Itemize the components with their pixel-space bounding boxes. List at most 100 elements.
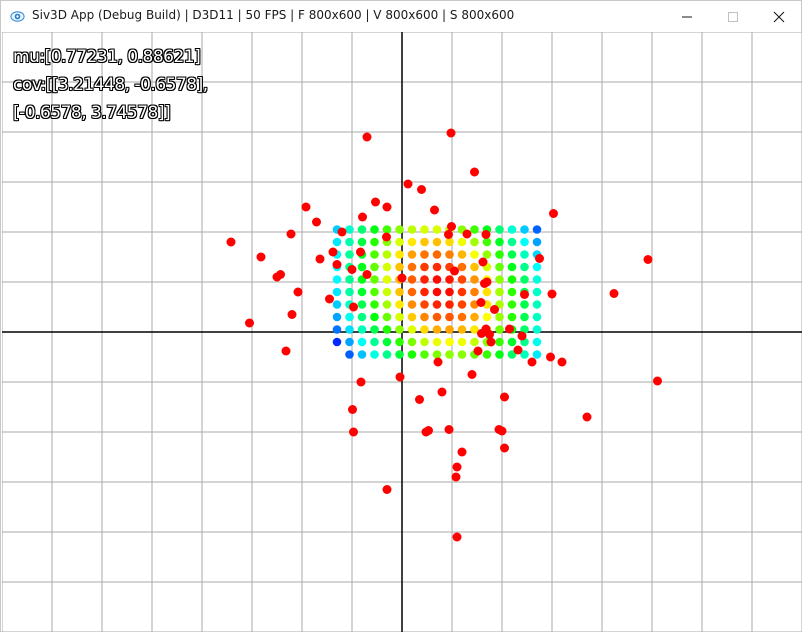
sample-point	[520, 290, 529, 299]
density-point	[470, 225, 479, 234]
sample-point	[462, 229, 472, 239]
density-point	[332, 325, 342, 334]
density-point	[495, 275, 504, 284]
sample-point	[395, 372, 405, 382]
density-point	[470, 262, 479, 272]
density-point	[420, 300, 429, 309]
density-point	[532, 300, 542, 309]
density-point	[407, 262, 417, 272]
density-point	[520, 312, 529, 322]
density-point	[445, 337, 454, 347]
density-point	[357, 237, 367, 247]
density-point	[332, 337, 342, 347]
density-point	[420, 262, 429, 272]
close-button[interactable]	[756, 1, 802, 32]
density-point	[420, 350, 429, 359]
density-point	[382, 300, 392, 309]
window-title: Siv3D App (Debug Build) | D3D11 | 50 FPS…	[32, 8, 515, 22]
density-point	[382, 225, 392, 234]
sample-point	[497, 426, 507, 436]
density-point	[457, 237, 467, 247]
sample-point	[444, 230, 453, 239]
sample-point	[403, 179, 413, 189]
density-point	[332, 287, 342, 297]
density-point	[532, 262, 542, 272]
density-point	[457, 350, 467, 359]
sample-point	[557, 357, 567, 367]
density-point	[495, 225, 504, 234]
density-point	[382, 312, 392, 322]
sample-point	[348, 405, 357, 414]
sample-point	[643, 255, 653, 264]
density-point	[395, 287, 404, 297]
maximize-icon	[728, 11, 738, 22]
sample-point	[481, 230, 491, 239]
density-point	[532, 350, 542, 359]
density-point	[370, 225, 379, 234]
density-point	[507, 275, 517, 284]
density-point	[445, 237, 454, 247]
density-point	[432, 237, 442, 247]
density-point	[482, 250, 492, 259]
sample-point	[547, 289, 557, 299]
density-point	[370, 262, 379, 272]
density-point	[495, 325, 504, 334]
sample-point	[470, 167, 479, 177]
sample-point	[337, 227, 347, 237]
sample-point	[415, 395, 424, 404]
density-point	[470, 337, 479, 347]
minimize-button[interactable]	[664, 1, 710, 32]
density-point	[470, 287, 479, 297]
app-canvas[interactable]: mu:[0.77231, 0.88621] cov:[[3.21448, -0.…	[2, 32, 802, 632]
sample-point	[430, 205, 439, 215]
density-point	[482, 350, 492, 359]
density-point	[532, 275, 542, 284]
sample-point	[517, 331, 527, 341]
title-bar[interactable]: Siv3D App (Debug Build) | D3D11 | 50 FPS…	[1, 1, 801, 32]
density-point	[382, 287, 392, 297]
density-point	[382, 250, 392, 259]
density-point	[395, 300, 404, 309]
sample-point	[349, 427, 358, 437]
density-point	[482, 287, 492, 297]
density-point	[395, 250, 404, 259]
sample-point	[452, 462, 462, 472]
sample-point	[362, 132, 372, 142]
density-point	[520, 250, 529, 259]
density-point	[470, 312, 479, 322]
density-point	[357, 262, 367, 272]
minimize-icon	[682, 16, 692, 17]
density-point	[532, 237, 542, 247]
density-point	[457, 287, 467, 297]
density-point	[432, 250, 442, 259]
sample-point	[382, 202, 392, 212]
density-point	[532, 325, 542, 334]
density-point	[420, 337, 429, 347]
sample-point	[312, 217, 321, 227]
density-point	[370, 275, 379, 284]
density-point	[432, 300, 442, 309]
sample-point	[433, 357, 443, 367]
density-point	[432, 262, 442, 272]
density-point	[495, 287, 504, 297]
density-point	[370, 300, 379, 309]
sample-point	[473, 346, 483, 356]
density-point	[432, 337, 442, 347]
density-point	[407, 237, 417, 247]
sample-point	[505, 324, 514, 334]
density-point	[507, 237, 517, 247]
density-point	[495, 312, 504, 322]
siv3d-eye-icon	[10, 11, 25, 22]
density-point	[457, 337, 467, 347]
cov-text-line2: [-0.6578, 3.74578]]	[13, 103, 171, 123]
density-point	[420, 325, 429, 334]
sample-point	[276, 270, 285, 279]
sample-point	[382, 232, 391, 242]
density-point	[407, 287, 417, 297]
maximize-button[interactable]	[710, 1, 756, 32]
sample-point	[457, 447, 467, 457]
density-point	[345, 225, 354, 234]
density-point	[495, 337, 504, 347]
density-point	[407, 225, 417, 234]
sample-point	[478, 257, 488, 267]
